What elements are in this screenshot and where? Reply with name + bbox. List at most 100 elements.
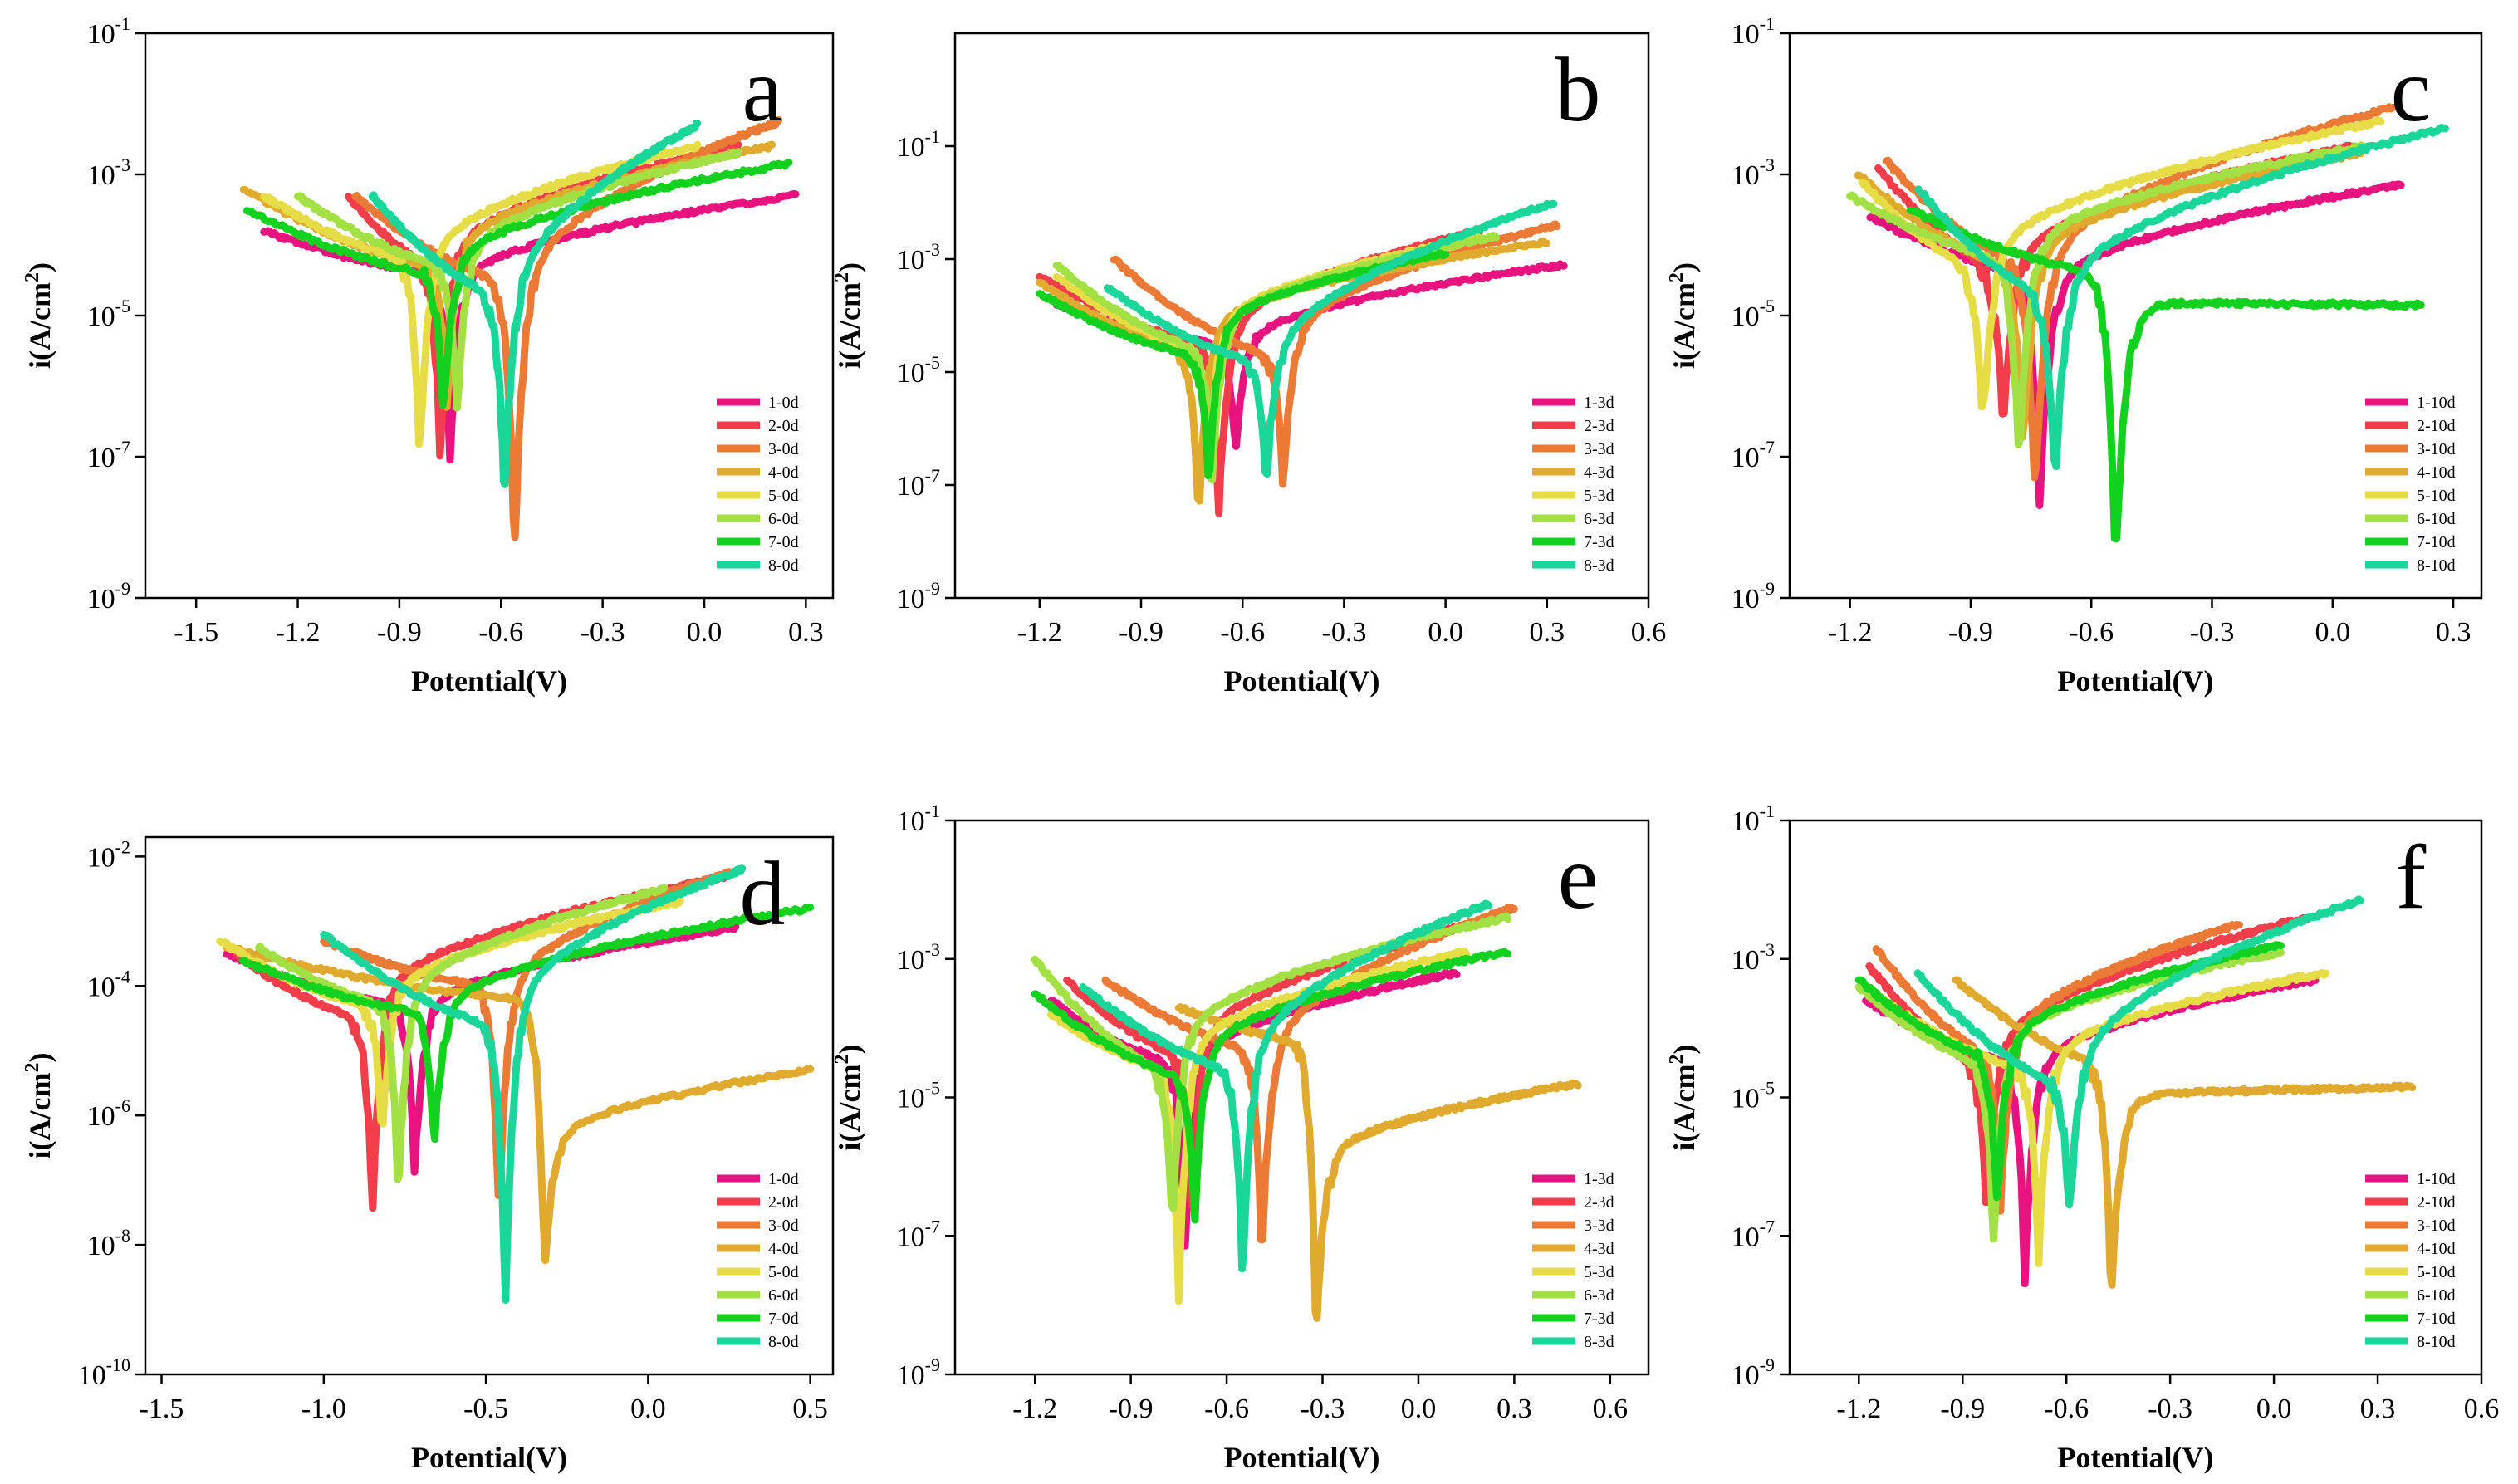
series-line-2-0d <box>232 871 733 1212</box>
legend-label: 4-3d <box>1584 463 1614 482</box>
y-tick-label-e: 10-5 <box>897 1078 940 1114</box>
y-tick-label-b: 10-7 <box>897 465 940 502</box>
legend-label: 2-0d <box>768 1193 799 1212</box>
legend-d: 1-0d 2-0d 3-0d 4-0d 5-0d 6-0d 7-0d 8-0d <box>717 1170 799 1351</box>
legend-label: 1-10d <box>2417 1170 2456 1188</box>
x-tick-label-b: 0.3 <box>1530 617 1565 648</box>
plot-frame-b <box>953 32 1650 600</box>
x-tick-label-a: 0.0 <box>687 617 723 648</box>
x-tick-label-d: -0.5 <box>463 1393 508 1424</box>
x-tick-label-b: -1.2 <box>1017 617 1062 648</box>
chart-panel-b: -1.2 -0.9 -0.6 -0.3 0.0 0.3 0.6 10-9 10-7 10-5 10-… <box>831 32 1667 698</box>
legend-label: 4-10d <box>2417 1240 2456 1258</box>
legend-label: 4-10d <box>2417 463 2456 482</box>
x-tick-label-f: -0.9 <box>1940 1393 1985 1424</box>
y-tick-label-a: 10-7 <box>87 437 130 473</box>
legend-b: 1-3d 2-3d 3-3d 4-3d 5-3d 6-3d 7-3d 8-3d <box>1532 394 1614 575</box>
curves-a <box>239 116 800 541</box>
series-line-7-3d <box>1031 948 1512 1224</box>
legend-label: 3-3d <box>1584 1217 1614 1235</box>
chart-panel-d: -1.5 -1.0 -0.5 0.0 0.5 10-10 10-8 10-6 10-4 10-2 P… <box>22 835 835 1474</box>
y-tick-label-d: 10-8 <box>87 1225 130 1261</box>
y-tick-label-c: 10-5 <box>1732 296 1775 332</box>
legend-f: 1-10d 2-10d 3-10d 4-10d 5-10d 6-10d 7-10d 8-10d <box>2365 1170 2456 1351</box>
legend-label: 6-3d <box>1584 510 1614 528</box>
legend-label: 7-3d <box>1584 533 1614 551</box>
legend-label: 4-3d <box>1584 1240 1614 1258</box>
x-tick-label-d: 0.5 <box>792 1393 828 1424</box>
legend-label: 6-0d <box>768 1286 799 1305</box>
legend-label: 5-0d <box>768 1263 799 1281</box>
curves-d <box>216 864 815 1305</box>
panel-letter-f: f <box>2396 826 2427 928</box>
y-tick-label-b: 10-5 <box>897 352 940 389</box>
x-tick-label-c: -1.2 <box>1828 617 1873 648</box>
x-tick-label-f: 0.0 <box>2256 1393 2292 1424</box>
y-tick-label-a: 10-1 <box>87 13 130 50</box>
series-line-8-3d <box>1103 199 1558 478</box>
legend-label: 8-3d <box>1584 1333 1614 1351</box>
x-tick-label-e: 0.3 <box>1497 1393 1532 1424</box>
x-tick-label-b: 0.6 <box>1631 617 1667 648</box>
legend-label: 4-0d <box>768 1240 799 1258</box>
series-line-8-0d <box>368 120 702 488</box>
legend-label: 7-10d <box>2417 1310 2456 1328</box>
x-tick-label-d: -1.0 <box>301 1393 346 1424</box>
y-tick-label-c: 10-3 <box>1732 154 1775 191</box>
x-tick-label-e: -0.6 <box>1204 1393 1249 1424</box>
chart-panel-a: -1.5 -1.2 -0.9 -0.6 -0.3 0.0 0.3 10-9 10-7 10-5 10… <box>22 13 835 698</box>
series-line-4-3d <box>1174 1003 1582 1322</box>
legend-label: 8-10d <box>2417 556 2456 575</box>
y-axis-title-c: i(A/cm2) <box>1666 262 1701 369</box>
y-tick-label-e: 10-3 <box>897 939 940 976</box>
x-tick-label-f: -0.3 <box>2148 1393 2192 1424</box>
x-tick-label-c: 0.3 <box>2436 617 2471 648</box>
legend-label: 6-10d <box>2417 1286 2456 1305</box>
x-tick-label-d: -1.5 <box>140 1393 184 1424</box>
x-axis-title-f: Potential(V) <box>2058 1441 2214 1474</box>
x-tick-label-a: -1.5 <box>174 617 218 648</box>
y-tick-label-f: 10-5 <box>1732 1078 1775 1114</box>
legend-label: 1-0d <box>768 1170 799 1188</box>
curves-c <box>1846 103 2449 542</box>
legend-label: 3-0d <box>768 440 799 458</box>
legend-label: 5-3d <box>1584 487 1614 505</box>
legend-label: 1-0d <box>768 394 799 412</box>
series-line-8-10d <box>1913 895 2364 1209</box>
y-tick-label-f: 10-1 <box>1732 801 1775 837</box>
series-line-4-10d <box>1952 976 2417 1289</box>
legend-label: 1-10d <box>2417 394 2456 412</box>
legend-label: 3-3d <box>1584 440 1614 458</box>
legend-label: 7-10d <box>2417 533 2456 551</box>
x-tick-label-e: -0.3 <box>1301 1393 1345 1424</box>
y-tick-label-b: 10-9 <box>897 578 940 615</box>
x-tick-label-f: 0.6 <box>2464 1393 2500 1424</box>
x-tick-label-f: -1.2 <box>1836 1393 1881 1424</box>
panel-letter-a: a <box>742 39 783 140</box>
x-tick-label-b: 0.0 <box>1428 617 1463 648</box>
x-tick-label-a: -0.9 <box>377 617 422 648</box>
y-tick-label-a: 10-5 <box>87 296 130 332</box>
legend-label: 7-3d <box>1584 1310 1614 1328</box>
series-line-7-0d <box>242 159 793 409</box>
legend-label: 2-3d <box>1584 1193 1614 1212</box>
panel-letter-e: e <box>1558 826 1599 928</box>
y-axis-title-f: i(A/cm2) <box>1666 1045 1701 1151</box>
curves-e <box>1031 899 1582 1322</box>
x-tick-label-e: -1.2 <box>1012 1393 1057 1424</box>
series-line-6-3d <box>1031 912 1512 1212</box>
y-axis-title-a: i(A/cm2) <box>22 262 56 369</box>
series-line-8-10d <box>1914 124 2449 471</box>
legend-a: 1-0d 2-0d 3-0d 4-0d 5-0d 6-0d 7-0d 8-0d <box>717 394 799 575</box>
x-axis-title-c: Potential(V) <box>2058 664 2214 698</box>
x-tick-label-e: -0.9 <box>1109 1393 1154 1424</box>
panel-letter-b: b <box>1555 39 1601 140</box>
legend-label: 6-10d <box>2417 510 2456 528</box>
series-line-6-0d <box>255 884 669 1183</box>
legend-label: 5-3d <box>1584 1263 1614 1281</box>
legend-label: 8-10d <box>2417 1333 2456 1351</box>
y-tick-label-b: 10-3 <box>897 239 940 276</box>
legend-e: 1-3d 2-3d 3-3d 4-3d 5-3d 6-3d 7-3d 8-3d <box>1532 1170 1614 1351</box>
chart-panel-e: -1.2 -0.9 -0.6 -0.3 0.0 0.3 0.6 10-9 10-7 10-5 10-… <box>831 801 1650 1474</box>
series-line-3-10d <box>1872 921 2243 1215</box>
